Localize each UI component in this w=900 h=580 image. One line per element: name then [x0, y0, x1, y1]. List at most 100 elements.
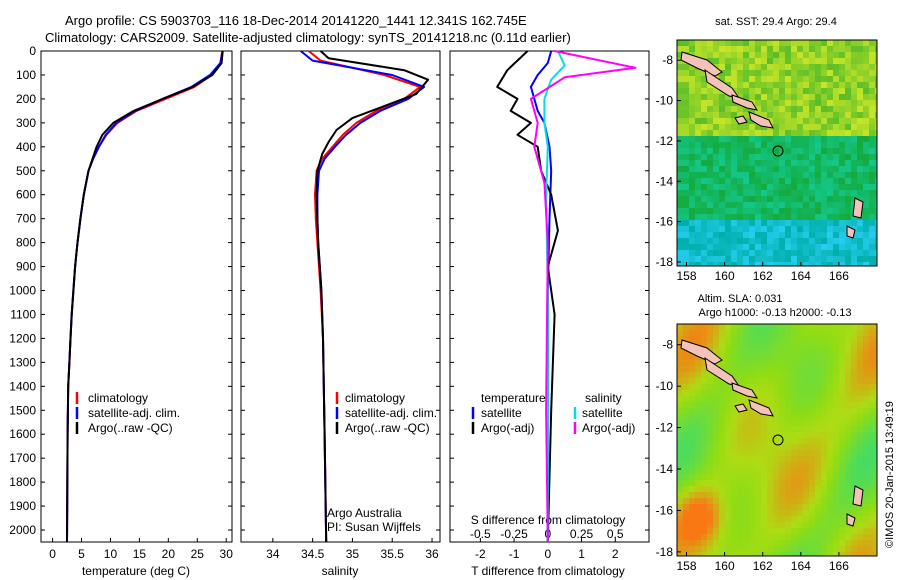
heatmap-cell — [869, 480, 875, 486]
legend-label-satellite-adj: satellite-adj. clim. — [88, 406, 180, 420]
heatmap-cell — [851, 262, 857, 266]
heatmap-cell — [785, 552, 791, 556]
heatmap-cell — [845, 124, 851, 130]
heatmap-cell — [719, 190, 725, 196]
depth-tick-label: 1200 — [9, 331, 36, 345]
heatmap-cell — [827, 136, 833, 142]
series-line-argo-raw-qc- — [315, 50, 430, 543]
heatmap-cell — [731, 540, 737, 546]
heatmap-cell — [737, 366, 743, 372]
heatmap-cell — [761, 486, 767, 492]
heatmap-cell — [851, 88, 857, 94]
heatmap-cell — [719, 262, 725, 266]
heatmap-cell — [749, 178, 755, 184]
heatmap-cell — [737, 444, 743, 450]
heatmap-cell — [833, 232, 839, 238]
heatmap-cell — [821, 118, 827, 124]
heatmap-cell — [761, 348, 767, 354]
heatmap-cell — [683, 504, 689, 510]
heatmap-cell — [755, 220, 761, 226]
heatmap-cell — [749, 226, 755, 232]
heatmap-cell — [707, 450, 713, 456]
heatmap-cell — [833, 58, 839, 64]
heatmap-cell — [749, 552, 755, 556]
heatmap-cell — [773, 522, 779, 528]
island-shape — [734, 403, 748, 413]
heatmap-cell — [701, 172, 707, 178]
heatmap-cell — [797, 256, 803, 262]
heatmap-cell — [815, 142, 821, 148]
heatmap-cell — [863, 528, 869, 534]
heatmap-cell — [875, 238, 877, 244]
heatmap-cell — [701, 166, 707, 172]
heatmap-cell — [869, 190, 875, 196]
heatmap-cell — [821, 354, 827, 360]
heatmap-cell — [677, 46, 683, 52]
heatmap-cell — [809, 492, 815, 498]
heatmap-cell — [713, 232, 719, 238]
heatmap-cell — [713, 432, 719, 438]
heatmap-cell — [683, 196, 689, 202]
heatmap-cell — [677, 154, 683, 160]
heatmap-cell — [833, 396, 839, 402]
heatmap-cell — [689, 516, 695, 522]
heatmap-cell — [737, 432, 743, 438]
heatmap-cell — [821, 226, 827, 232]
heatmap-cell — [857, 540, 863, 546]
heatmap-cell — [875, 40, 877, 46]
heatmap-cell — [719, 196, 725, 202]
map-y-tick-label: -18 — [656, 545, 674, 559]
heatmap-cell — [755, 504, 761, 510]
heatmap-cell — [857, 172, 863, 178]
heatmap-cell — [833, 118, 839, 124]
heatmap-cell — [845, 330, 851, 336]
heatmap-cell — [827, 190, 833, 196]
heatmap-cell — [869, 426, 875, 432]
heatmap-cell — [797, 330, 803, 336]
heatmap-cell — [719, 480, 725, 486]
heatmap-cell — [833, 124, 839, 130]
heatmap-cell — [701, 250, 707, 256]
heatmap-cell — [839, 172, 845, 178]
heatmap-cell — [875, 52, 877, 58]
heatmap-cell — [695, 208, 701, 214]
heatmap-cell — [797, 336, 803, 342]
heatmap-cell — [695, 40, 701, 46]
heatmap-cell — [857, 136, 863, 142]
heatmap-cell — [731, 414, 737, 420]
heatmap-cell — [725, 510, 731, 516]
heatmap-cell — [785, 534, 791, 540]
heatmap-cell — [707, 232, 713, 238]
heatmap-cell — [779, 468, 785, 474]
heatmap-cell — [737, 106, 743, 112]
heatmap-cell — [749, 324, 755, 330]
heatmap-cell — [683, 148, 689, 154]
heatmap-cell — [851, 124, 857, 130]
heatmap-cell — [779, 238, 785, 244]
heatmap-cell — [737, 46, 743, 52]
heatmap-cell — [731, 160, 737, 166]
heatmap-cell — [773, 46, 779, 52]
heatmap-cell — [785, 348, 791, 354]
heatmap-cell — [791, 142, 797, 148]
heatmap-cell — [707, 438, 713, 444]
heatmap-cell — [737, 336, 743, 342]
heatmap-cell — [845, 106, 851, 112]
legend-label-s-argo: Argo(-adj) — [582, 421, 635, 435]
heatmap-cell — [779, 438, 785, 444]
heatmap-cell — [797, 148, 803, 154]
heatmap-cell — [749, 546, 755, 552]
heatmap-cell — [713, 208, 719, 214]
heatmap-cell — [857, 360, 863, 366]
heatmap-cell — [869, 64, 875, 70]
heatmap-cell — [743, 540, 749, 546]
heatmap-cell — [689, 40, 695, 46]
heatmap-cell — [779, 82, 785, 88]
heatmap-cell — [797, 360, 803, 366]
heatmap-cell — [803, 64, 809, 70]
heatmap-cell — [743, 414, 749, 420]
heatmap-cell — [731, 118, 737, 124]
argo-position-marker — [772, 145, 784, 157]
heatmap-cell — [827, 124, 833, 130]
heatmap-cell — [821, 136, 827, 142]
